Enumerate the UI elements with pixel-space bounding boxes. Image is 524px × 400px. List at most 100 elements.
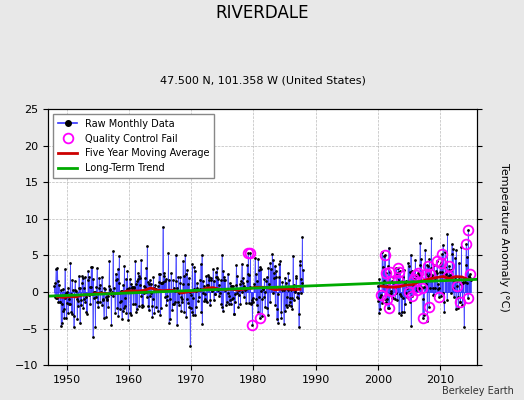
Point bbox=[56, 299, 64, 305]
Point bbox=[248, 296, 256, 303]
Point bbox=[252, 270, 260, 277]
Point bbox=[182, 314, 190, 320]
Point bbox=[389, 274, 398, 280]
Point bbox=[395, 269, 403, 275]
Point bbox=[448, 251, 456, 257]
Point bbox=[74, 298, 82, 305]
Point bbox=[210, 291, 219, 297]
Point bbox=[90, 295, 99, 302]
Point bbox=[216, 277, 225, 284]
Point bbox=[213, 265, 221, 272]
Point bbox=[54, 278, 62, 284]
Point bbox=[51, 293, 59, 300]
Point bbox=[182, 296, 191, 302]
Point bbox=[165, 320, 173, 326]
Point bbox=[431, 285, 440, 292]
Point bbox=[413, 286, 421, 293]
Point bbox=[253, 278, 261, 284]
Point bbox=[263, 305, 271, 311]
Point bbox=[239, 275, 247, 281]
Point bbox=[205, 274, 213, 280]
Point bbox=[273, 306, 281, 312]
Point bbox=[420, 277, 429, 283]
Point bbox=[376, 306, 385, 312]
Point bbox=[112, 277, 120, 283]
Point bbox=[390, 280, 398, 286]
Point bbox=[394, 277, 402, 284]
Point bbox=[58, 308, 67, 314]
Point bbox=[134, 276, 142, 282]
Point bbox=[160, 278, 169, 284]
Point bbox=[183, 300, 192, 306]
Point bbox=[59, 306, 68, 312]
Point bbox=[59, 286, 67, 292]
Point bbox=[140, 284, 149, 291]
Point bbox=[160, 272, 168, 279]
Point bbox=[134, 270, 143, 276]
Point bbox=[258, 296, 267, 303]
Point bbox=[459, 280, 467, 286]
Point bbox=[441, 248, 449, 255]
Point bbox=[141, 275, 149, 281]
Point bbox=[428, 273, 436, 280]
Point bbox=[90, 289, 98, 295]
Point bbox=[79, 275, 87, 281]
Point bbox=[72, 296, 81, 302]
Point bbox=[255, 294, 264, 300]
Point bbox=[383, 283, 391, 289]
Point bbox=[458, 279, 467, 286]
Point bbox=[223, 298, 231, 305]
Point bbox=[79, 304, 88, 311]
Point bbox=[191, 268, 200, 274]
Point bbox=[270, 275, 278, 281]
Point bbox=[402, 278, 411, 284]
Point bbox=[268, 256, 277, 263]
Point bbox=[145, 281, 154, 287]
Text: RIVERDALE: RIVERDALE bbox=[215, 4, 309, 22]
Point bbox=[128, 283, 137, 290]
Point bbox=[287, 287, 295, 294]
Point bbox=[408, 267, 417, 274]
Point bbox=[167, 287, 176, 294]
Point bbox=[199, 278, 208, 284]
Point bbox=[69, 324, 78, 330]
Point bbox=[210, 278, 218, 284]
Point bbox=[265, 280, 273, 287]
Point bbox=[423, 318, 431, 324]
Point bbox=[230, 311, 238, 318]
Point bbox=[187, 305, 195, 312]
Point bbox=[398, 308, 406, 315]
Point bbox=[105, 258, 114, 264]
Point bbox=[69, 287, 77, 294]
Point bbox=[420, 284, 428, 290]
Point bbox=[217, 301, 225, 307]
Point bbox=[203, 282, 211, 288]
Point bbox=[144, 278, 152, 285]
Point bbox=[297, 290, 305, 296]
Point bbox=[197, 308, 205, 315]
Point bbox=[465, 275, 474, 281]
Point bbox=[83, 276, 92, 283]
Point bbox=[449, 246, 457, 252]
Point bbox=[247, 300, 256, 307]
Point bbox=[385, 244, 393, 251]
Point bbox=[253, 302, 261, 308]
Point bbox=[422, 262, 431, 268]
Point bbox=[174, 274, 182, 280]
Point bbox=[409, 289, 418, 295]
Point bbox=[109, 293, 117, 299]
Point bbox=[209, 285, 217, 292]
Point bbox=[216, 286, 224, 292]
Point bbox=[158, 224, 167, 230]
Point bbox=[296, 258, 304, 264]
Point bbox=[181, 252, 189, 259]
Point bbox=[410, 280, 419, 287]
Point bbox=[424, 263, 432, 269]
Point bbox=[93, 265, 101, 272]
Point bbox=[400, 267, 408, 273]
Point bbox=[256, 315, 264, 322]
Point bbox=[212, 274, 221, 280]
Point bbox=[238, 288, 246, 295]
Point bbox=[143, 293, 151, 300]
Point bbox=[384, 305, 392, 311]
